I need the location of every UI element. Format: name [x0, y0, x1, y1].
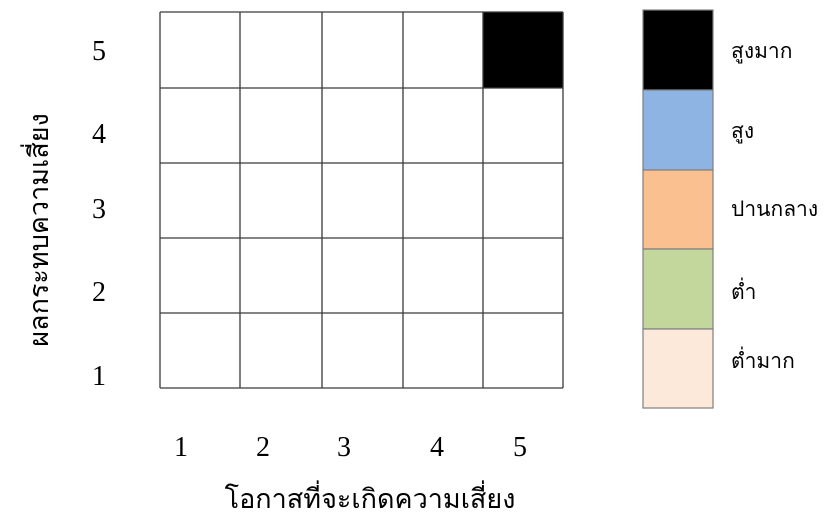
- legend-swatch: [642, 248, 714, 330]
- y-axis-label: ผลกระทบความเสี่ยง: [20, 113, 55, 347]
- y-tick-label: 1: [92, 361, 106, 392]
- x-tick-label: 5: [513, 432, 527, 463]
- y-tick-label: 5: [92, 36, 106, 67]
- matrix-cell-5-5: [483, 12, 563, 88]
- y-axis-ticks: 1 2 3 4 5: [92, 36, 106, 392]
- legend-swatch: [642, 328, 714, 409]
- legend-swatch: [642, 169, 714, 250]
- x-axis-label: โอกาสที่จะเกิดความเสี่ยง: [225, 480, 516, 515]
- legend-label: สูงมาก: [731, 39, 792, 64]
- x-axis-ticks: 1 2 3 4 5: [174, 432, 527, 463]
- legend-label: ปานกลาง: [731, 197, 818, 221]
- x-tick-label: 4: [430, 432, 444, 463]
- legend-swatch: [642, 89, 714, 171]
- matrix-cells: [483, 12, 563, 88]
- x-tick-label: 2: [256, 432, 270, 463]
- y-tick-label: 2: [92, 277, 106, 308]
- legend-label: ต่ำ: [731, 277, 756, 304]
- y-tick-label: 3: [92, 194, 106, 225]
- x-tick-label: 1: [174, 432, 188, 463]
- y-tick-label: 4: [92, 119, 106, 150]
- legend-swatch: [642, 9, 714, 91]
- legend-label: สูง: [731, 119, 754, 144]
- matrix-grid: [159, 11, 564, 389]
- x-tick-label: 3: [337, 432, 351, 463]
- legend-label: ต่ำมาก: [731, 346, 795, 373]
